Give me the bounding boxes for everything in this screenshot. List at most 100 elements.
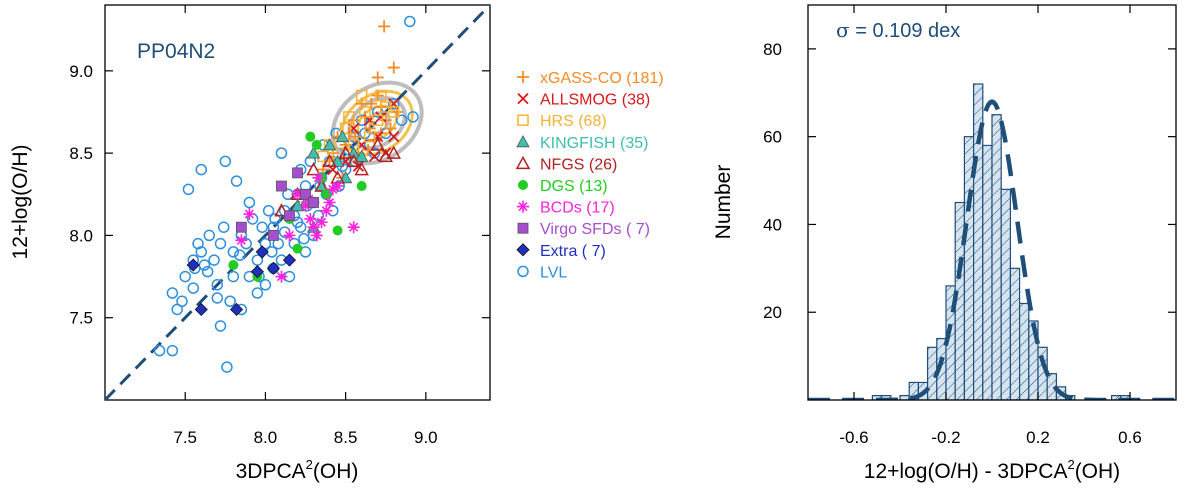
y-tick-label: 7.5 [69, 309, 93, 328]
xgass-co-point [363, 122, 376, 135]
bcds-point [347, 221, 360, 234]
kingfish-point [322, 138, 337, 151]
histogram-ylabel: Number [712, 165, 735, 240]
nfgs-point [346, 153, 361, 168]
hist-x-tick-label: -0.2 [931, 428, 960, 447]
lvl-point [214, 237, 227, 250]
lvl-point [230, 175, 243, 187]
bcds-point [299, 199, 312, 212]
bcds-point [291, 188, 304, 201]
lvl-point [388, 98, 400, 110]
lvl-point [217, 221, 230, 233]
legend-label: ALLSMOG (38) [540, 92, 650, 109]
lvl-point [179, 270, 191, 283]
legend-label: KINGFISH (35) [540, 135, 648, 152]
bcds-point [283, 229, 296, 242]
histogram-xlabel-main: 12+log(O/H) - 3DPCA [864, 460, 1068, 483]
extra-point [194, 302, 208, 317]
scatter-points [153, 15, 419, 373]
lvl-point [201, 265, 214, 278]
histogram-bar [982, 144, 993, 400]
lvl-point [211, 279, 224, 291]
legend-marker [517, 114, 529, 126]
lvl-point [269, 213, 281, 225]
hrs-point [339, 122, 352, 135]
legend-marker [517, 200, 529, 213]
dgs-point [228, 260, 239, 271]
bcds-point [310, 229, 323, 242]
lvl-point [166, 344, 179, 357]
bcds-point [235, 234, 248, 247]
xgass-co-point [378, 20, 391, 33]
sigma-value: = 0.109 dex [850, 20, 961, 42]
lvl-point [259, 279, 272, 291]
lvl-point [227, 246, 240, 258]
nfgs-point [378, 148, 393, 163]
lvl-point [396, 114, 408, 126]
virgo-sfds-point [308, 197, 319, 208]
lvl-point [219, 155, 232, 168]
histogram-bar [899, 395, 910, 400]
allsmog-point [375, 111, 387, 123]
virgo-sfds-point [268, 230, 279, 241]
extra-point [266, 261, 281, 275]
extra-point [229, 302, 244, 317]
bcds-point [312, 171, 325, 184]
dgs-point [356, 181, 367, 192]
scatter-plot-frame [104, 4, 491, 401]
scatter-xlabel-main: 3DPCA [236, 460, 306, 483]
scatter-marks [105, 5, 490, 400]
lvl-point [214, 320, 227, 332]
gaussian-fit-curve [808, 99, 1176, 400]
hrs-point [375, 89, 387, 102]
kingfish-point [306, 146, 321, 159]
hist-y-tick-label: 20 [763, 303, 782, 322]
legend-marker [517, 71, 529, 83]
dgs-point [305, 131, 316, 142]
sigma-symbol: σ [836, 18, 850, 42]
histogram-bar [1009, 267, 1021, 400]
lvl-point [176, 295, 188, 307]
histogram-xlabel: 12+log(O/H) - 3DPCA2(OH) [864, 457, 1120, 483]
bcds-point [243, 208, 256, 221]
nfgs-point [354, 162, 369, 176]
bcds-point [326, 183, 339, 196]
virgo-sfds-point [292, 167, 303, 179]
bcds-point [320, 204, 333, 217]
virgo-sfds-point [276, 180, 287, 192]
allsmog-point [368, 150, 381, 163]
hrs-point [343, 111, 355, 123]
lvl-point [166, 287, 179, 299]
hist-y-tick-label: 60 [763, 128, 782, 147]
xgass-co-point [387, 61, 400, 74]
lvl-point [192, 237, 204, 250]
lvl-point [153, 344, 166, 357]
legend-marker [515, 155, 531, 170]
x-tick-label: 9.0 [414, 428, 438, 447]
xgass-co-point [365, 97, 378, 110]
hist-x-tick-label: -0.6 [839, 428, 868, 447]
legend-marker [516, 243, 530, 257]
legend-label: DGS (13) [540, 178, 608, 195]
hrs-point [371, 114, 384, 126]
nfgs-point [314, 178, 329, 192]
legend-marker [517, 265, 529, 278]
histogram-plot-frame [807, 4, 1177, 401]
bcds-point [331, 180, 344, 193]
histogram-bar [1000, 188, 1012, 400]
y-tick-label: 8.0 [69, 226, 93, 245]
lvl-point [407, 111, 419, 123]
extra-point [186, 258, 200, 272]
hrs-point [359, 106, 371, 118]
legend-marker [517, 92, 529, 105]
x-tick-label: 8.5 [334, 428, 358, 447]
legend-label: NFGS (26) [540, 156, 617, 173]
histogram-marks [808, 83, 1176, 400]
lvl-point [404, 15, 416, 28]
lvl-point [243, 196, 256, 209]
legend-marker [518, 180, 528, 190]
extra-point [250, 265, 264, 279]
lvl-point [234, 249, 246, 261]
virgo-sfds-point [300, 188, 311, 200]
